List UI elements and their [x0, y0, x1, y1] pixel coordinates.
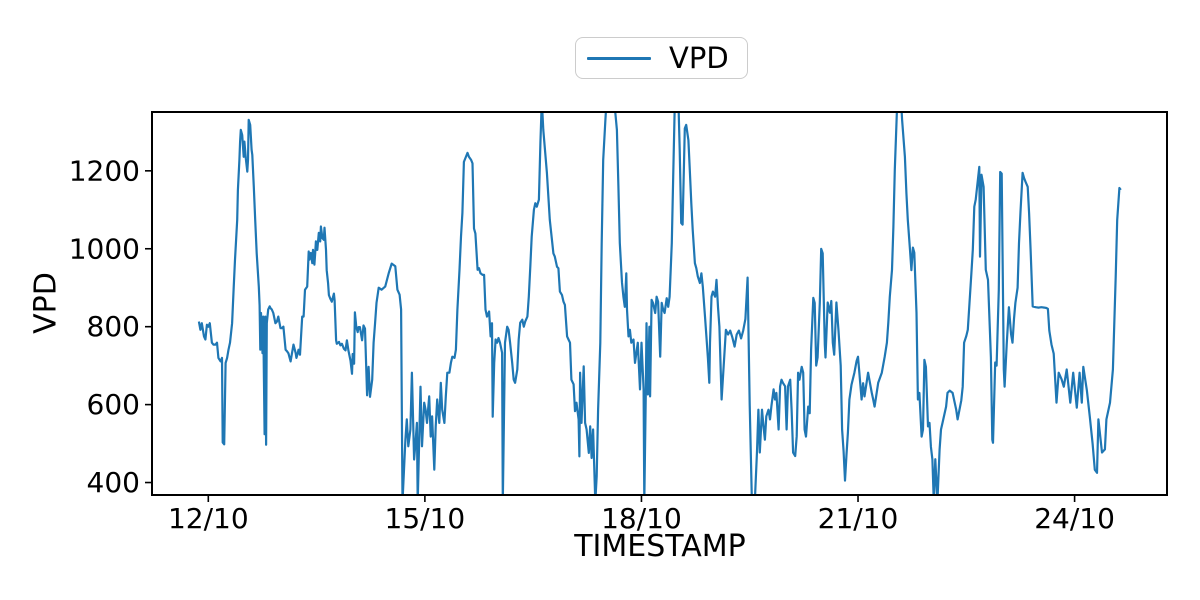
y-tick-label: 1000 — [69, 232, 140, 265]
y-axis-title: VPD — [28, 272, 64, 334]
x-axis-title: TIMESTAMP — [574, 529, 746, 564]
x-tick-label: 24/10 — [1034, 502, 1115, 535]
plot-border — [151, 111, 1168, 496]
vpd-line — [197, 112, 1122, 495]
y-tick-label: 600 — [87, 388, 140, 421]
x-tick-label: 18/10 — [601, 502, 682, 535]
legend-line-sample — [587, 56, 651, 60]
x-tick-label: 15/10 — [385, 502, 466, 535]
legend: VPD — [575, 37, 748, 79]
legend-label: VPD — [669, 40, 729, 75]
y-tick-label: 1200 — [69, 154, 140, 187]
x-tick-label: 12/10 — [168, 502, 249, 535]
y-tick-label: 800 — [87, 310, 140, 343]
y-tick-label: 400 — [87, 466, 140, 499]
x-tick-label: 21/10 — [818, 502, 899, 535]
